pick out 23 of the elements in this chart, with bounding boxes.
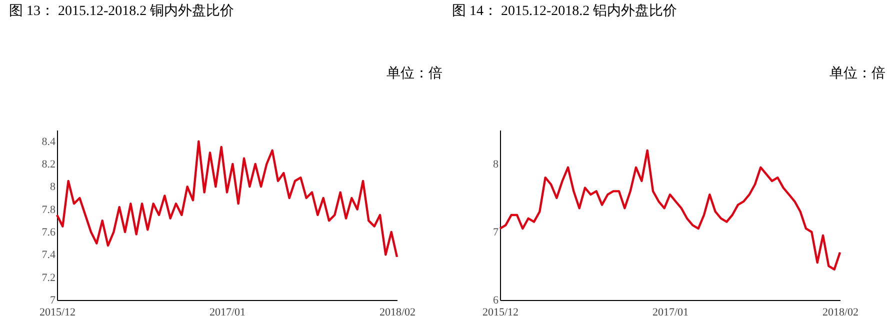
y-tick-label: 8.2	[42, 158, 56, 170]
y-tick-label: 7	[493, 226, 499, 238]
x-tick-label: 2015/12	[482, 306, 519, 318]
chart-title: 图 13： 2015.12-2018.2 铜内外盘比价	[8, 3, 234, 19]
y-tick-label: 7.6	[42, 226, 56, 238]
y-tick-label: 7.8	[42, 204, 56, 216]
y-tick-label: 7	[50, 294, 56, 306]
chart-title: 图 14： 2015.12-2018.2 铝内外盘比价	[452, 3, 678, 19]
line-series	[56, 140, 398, 258]
y-tick-label: 8.4	[42, 136, 56, 148]
y-tick-label: 8	[50, 181, 56, 194]
x-tick-label: 2018/02	[822, 306, 859, 318]
x-tick-label: 2015/12	[39, 306, 76, 318]
x-tick-label: 2017/01	[652, 306, 689, 318]
y-axis-title: 单位：倍	[386, 66, 442, 82]
y-tick-label: 8	[493, 158, 499, 170]
line-series	[498, 149, 842, 270]
x-tick-label: 2018/02	[379, 306, 416, 318]
x-tick-label: 2017/01	[209, 306, 246, 318]
y-tick-label: 7.2	[42, 272, 56, 284]
y-tick-label: 6	[493, 294, 499, 306]
y-tick-label: 7.4	[42, 249, 56, 262]
y-axis-title: 单位：倍	[830, 66, 886, 82]
